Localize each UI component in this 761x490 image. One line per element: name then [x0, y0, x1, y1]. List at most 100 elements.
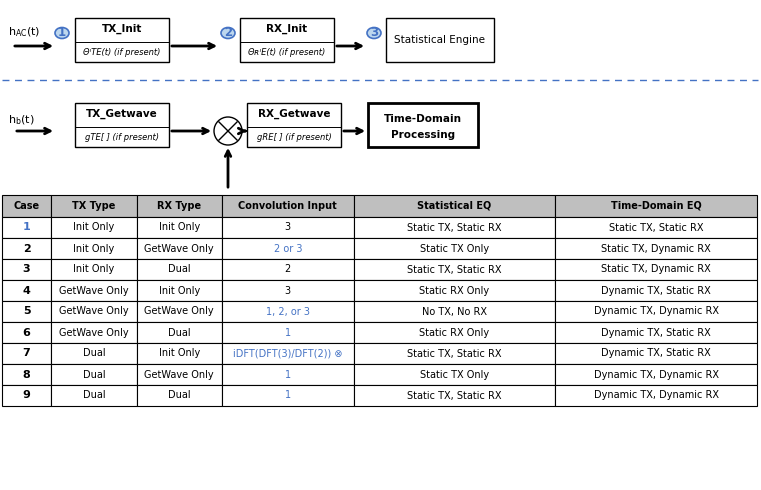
Bar	[51, 364, 136, 385]
Bar	[51, 301, 136, 322]
Text: 1: 1	[285, 369, 291, 379]
Bar	[556, 280, 757, 301]
Bar	[556, 217, 757, 238]
Text: h$_{\rm b}$(t): h$_{\rm b}$(t)	[8, 113, 34, 127]
Bar	[136, 322, 222, 343]
Text: Dynamic TX, Static RX: Dynamic TX, Static RX	[601, 286, 712, 295]
Text: GetWave Only: GetWave Only	[59, 286, 129, 295]
Bar	[75, 18, 169, 62]
Text: Static RX Only: Static RX Only	[419, 327, 489, 338]
Bar	[2, 195, 51, 217]
Bar	[51, 343, 136, 364]
Text: 2: 2	[285, 265, 291, 274]
Text: 9: 9	[23, 391, 30, 400]
Bar	[222, 322, 354, 343]
Text: GetWave Only: GetWave Only	[59, 327, 129, 338]
Bar	[2, 301, 51, 322]
Ellipse shape	[367, 27, 381, 39]
Bar	[354, 343, 556, 364]
Bar	[556, 385, 757, 406]
Bar	[2, 364, 51, 385]
Bar	[2, 343, 51, 364]
Bar	[136, 343, 222, 364]
Bar	[51, 195, 136, 217]
Text: Static TX Only: Static TX Only	[420, 244, 489, 253]
Text: 5: 5	[23, 307, 30, 317]
Bar	[354, 238, 556, 259]
Text: 1: 1	[58, 26, 66, 40]
Bar	[222, 217, 354, 238]
Text: Dual: Dual	[82, 391, 105, 400]
Bar	[556, 364, 757, 385]
Bar	[136, 280, 222, 301]
Bar	[556, 343, 757, 364]
Text: 1: 1	[285, 391, 291, 400]
Text: Static TX, Static RX: Static TX, Static RX	[407, 222, 501, 232]
Bar	[222, 259, 354, 280]
Bar	[222, 385, 354, 406]
Text: 1: 1	[285, 327, 291, 338]
Bar	[222, 280, 354, 301]
Bar	[136, 217, 222, 238]
Bar	[136, 238, 222, 259]
Bar	[354, 385, 556, 406]
Text: TX_Getwave: TX_Getwave	[86, 109, 158, 119]
Text: RX_Getwave: RX_Getwave	[258, 109, 330, 119]
Text: 8: 8	[23, 369, 30, 379]
Text: Dynamic TX, Dynamic RX: Dynamic TX, Dynamic RX	[594, 307, 719, 317]
Text: 3: 3	[285, 286, 291, 295]
Ellipse shape	[221, 27, 235, 39]
Circle shape	[214, 117, 242, 145]
Text: Processing: Processing	[391, 130, 455, 140]
Text: Static TX, Static RX: Static TX, Static RX	[407, 265, 501, 274]
Bar	[222, 301, 354, 322]
Bar	[222, 238, 354, 259]
Text: 3: 3	[285, 222, 291, 232]
Bar	[222, 364, 354, 385]
Bar	[51, 259, 136, 280]
Text: Statistical Engine: Statistical Engine	[394, 35, 486, 45]
Text: Dual: Dual	[82, 369, 105, 379]
Text: 2: 2	[23, 244, 30, 253]
Bar	[2, 217, 51, 238]
Text: Static TX, Static RX: Static TX, Static RX	[609, 222, 704, 232]
Bar	[556, 259, 757, 280]
Text: TX Type: TX Type	[72, 201, 116, 211]
Bar	[2, 238, 51, 259]
Text: 6: 6	[23, 327, 30, 338]
Text: 1, 2, or 3: 1, 2, or 3	[266, 307, 310, 317]
Text: Dual: Dual	[168, 391, 190, 400]
Bar	[354, 301, 556, 322]
Bar	[386, 18, 494, 62]
Bar	[51, 385, 136, 406]
Bar	[247, 103, 341, 147]
Bar	[136, 301, 222, 322]
Text: Dynamic TX, Dynamic RX: Dynamic TX, Dynamic RX	[594, 369, 719, 379]
Bar	[222, 195, 354, 217]
Text: Static TX, Dynamic RX: Static TX, Dynamic RX	[601, 265, 712, 274]
Text: 2: 2	[224, 26, 232, 40]
Text: Dual: Dual	[168, 327, 190, 338]
Bar	[222, 343, 354, 364]
Text: Time-Domain: Time-Domain	[384, 114, 462, 124]
Text: Dynamic TX, Static RX: Dynamic TX, Static RX	[601, 348, 712, 359]
Text: RX Type: RX Type	[158, 201, 202, 211]
Bar	[51, 280, 136, 301]
Bar	[556, 238, 757, 259]
Text: iDFT(DFT(3)/DFT(2)) ⊗: iDFT(DFT(3)/DFT(2)) ⊗	[233, 348, 342, 359]
Text: Static TX, Dynamic RX: Static TX, Dynamic RX	[601, 244, 712, 253]
Bar	[556, 301, 757, 322]
Text: Dual: Dual	[82, 348, 105, 359]
Bar	[556, 195, 757, 217]
Text: Init Only: Init Only	[158, 286, 200, 295]
Bar	[354, 364, 556, 385]
Text: Time-Domain EQ: Time-Domain EQ	[611, 201, 702, 211]
Text: RX_Init: RX_Init	[266, 24, 307, 34]
Text: Static RX Only: Static RX Only	[419, 286, 489, 295]
Bar	[354, 280, 556, 301]
Text: 3: 3	[370, 26, 378, 40]
Text: Static TX, Static RX: Static TX, Static RX	[407, 348, 501, 359]
Text: Static TX Only: Static TX Only	[420, 369, 489, 379]
Bar	[51, 238, 136, 259]
Text: GetWave Only: GetWave Only	[145, 307, 214, 317]
